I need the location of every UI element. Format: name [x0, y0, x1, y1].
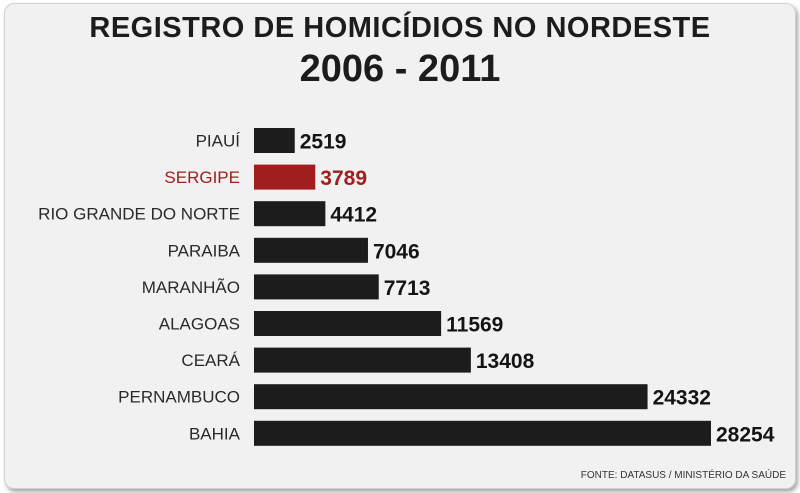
- value-label-piaui: 2519: [300, 131, 347, 154]
- category-label-paraiba: PARAIBA: [168, 241, 241, 260]
- value-label-bahia: 28254: [716, 423, 775, 446]
- bar-ceara: [254, 347, 471, 373]
- bar-bahia: [254, 420, 711, 446]
- category-label-rio-grande-do-norte: RIO GRANDE DO NORTE: [38, 205, 240, 224]
- value-label-ceara: 13408: [476, 350, 535, 373]
- value-label-maranhao: 7713: [384, 277, 431, 300]
- bar-pernambuco: [254, 384, 648, 410]
- bar-maranhao: [254, 274, 379, 300]
- chart-subtitle: 2006 - 2011: [299, 48, 501, 90]
- category-label-sergipe: SERGIPE: [164, 168, 240, 187]
- category-label-bahia: BAHIA: [189, 424, 241, 443]
- value-label-alagoas: 11569: [446, 314, 503, 337]
- category-label-ceara: CEARÁ: [181, 351, 240, 370]
- value-label-paraiba: 7046: [373, 240, 420, 263]
- category-label-pernambuco: PERNAMBUCO: [118, 388, 240, 407]
- category-label-alagoas: ALAGOAS: [159, 315, 240, 334]
- bar-paraiba: [254, 237, 368, 263]
- value-label-rio-grande-do-norte: 4412: [330, 204, 377, 227]
- bar-sergipe: [254, 164, 316, 190]
- bar-rio-grande-do-norte: [254, 201, 326, 227]
- chart-title: REGISTRO DE HOMICÍDIOS NO NORDESTE: [89, 12, 711, 44]
- value-label-pernambuco: 24332: [653, 387, 711, 410]
- bar-alagoas: [254, 311, 442, 336]
- value-label-sergipe: 3789: [320, 167, 367, 190]
- source-note: FONTE: DATASUS / MINISTÉRIO DA SAÚDE: [580, 470, 786, 481]
- category-label-piaui: PIAUÍ: [196, 132, 241, 151]
- bar-piaui: [254, 128, 295, 153]
- category-label-maranhao: MARANHÃO: [142, 278, 240, 297]
